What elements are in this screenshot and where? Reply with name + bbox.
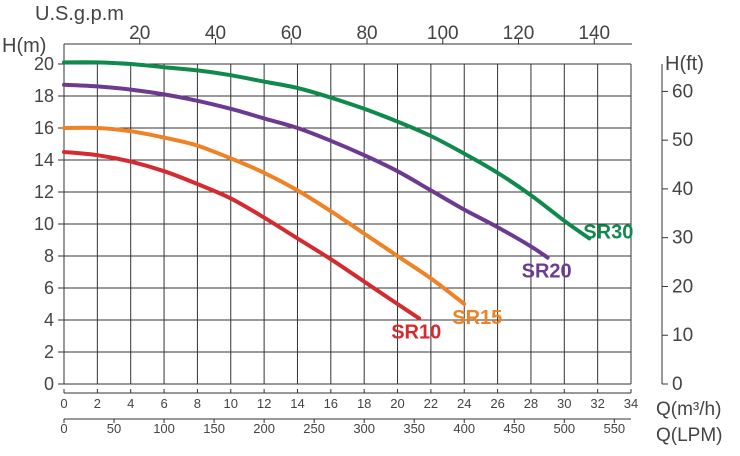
bottom-tick-label-m3h: 6 [160, 396, 167, 411]
right-tick-label: 40 [672, 179, 693, 200]
top-tick-label: 120 [503, 23, 535, 44]
bottom-tick-label-lpm: 550 [603, 421, 625, 436]
top-tick-label: 20 [129, 23, 150, 44]
series-curve-sr20 [62, 82, 550, 260]
series-label-sr15: SR15 [452, 307, 502, 329]
axis-labels: U.S.g.p.m H(m) H(ft) Q(m³/h) Q(LPM) [2, 3, 723, 446]
series-label-sr10: SR10 [391, 321, 441, 343]
left-tick-label: 2 [44, 342, 54, 362]
left-tick-label: 16 [34, 118, 54, 138]
left-tick-label: 14 [34, 150, 54, 170]
bottom-tick-label-m3h: 16 [324, 396, 338, 411]
left-tick-label: 4 [44, 310, 54, 330]
bottom-tick-label-lpm: 350 [403, 421, 425, 436]
left-tick-label: 20 [34, 54, 54, 74]
bottom-tick-label-lpm: 50 [107, 421, 121, 436]
top-tick-label: 140 [578, 23, 610, 44]
bottom-tick-label-m3h: 30 [557, 396, 571, 411]
top-tick-label: 60 [281, 23, 302, 44]
bottom-tick-label-m3h: 10 [224, 396, 238, 411]
bottom-tick-label-lpm: 500 [553, 421, 575, 436]
bottom-tick-label-lpm: 450 [503, 421, 525, 436]
bottom-tick-label-m3h: 12 [257, 396, 271, 411]
series-curve-sr10 [62, 150, 422, 321]
series-curve-sr30 [62, 60, 592, 241]
right-tick-label: 0 [672, 374, 683, 395]
bottom-tick-label-lpm: 250 [303, 421, 325, 436]
bottom-tick-label-m3h: 22 [424, 396, 438, 411]
bottom-tick-label-m3h: 34 [624, 396, 638, 411]
bottom-tick-label-lpm: 0 [60, 421, 67, 436]
bottom-tick-label-lpm: 300 [353, 421, 375, 436]
left-axis-label: H(m) [2, 35, 46, 57]
right-tick-label: 30 [672, 228, 693, 249]
top-tick-label: 40 [205, 23, 226, 44]
bottom-tick-label-m3h: 14 [290, 396, 304, 411]
bottom-tick-label-lpm: 100 [153, 421, 175, 436]
left-tick-label: 18 [34, 86, 54, 106]
bottom-tick-label-m3h: 28 [524, 396, 538, 411]
bottom-tick-label-m3h: 2 [94, 396, 101, 411]
right-tick-label: 50 [672, 130, 693, 151]
left-tick-label: 12 [34, 182, 54, 202]
bottom-tick-label-lpm: 200 [253, 421, 275, 436]
series-curve-sr15 [62, 125, 467, 306]
bottom-axis-label-m3h: Q(m³/h) [656, 399, 721, 420]
bottom-tick-label-m3h: 18 [357, 396, 371, 411]
right-tick-label: 20 [672, 276, 693, 297]
left-tick-label: 6 [44, 278, 54, 298]
bottom-tick-label-lpm: 400 [453, 421, 475, 436]
grid [63, 63, 632, 385]
right-axis-label: H(ft) [665, 53, 704, 75]
right-tick-label: 60 [672, 81, 693, 102]
top-unit-label: U.S.g.p.m [35, 3, 124, 25]
bottom-tick-label-m3h: 8 [194, 396, 201, 411]
bottom-tick-label-lpm: 150 [203, 421, 225, 436]
bottom-tick-label-m3h: 32 [590, 396, 604, 411]
right-tick-label: 10 [672, 325, 693, 346]
axes [58, 38, 668, 423]
bottom-tick-label-m3h: 0 [60, 396, 67, 411]
left-tick-label: 0 [44, 374, 54, 394]
top-tick-label: 80 [356, 23, 377, 44]
top-tick-label: 100 [427, 23, 459, 44]
series-label-sr20: SR20 [522, 261, 572, 283]
bottom-tick-label-m3h: 20 [390, 396, 404, 411]
series-curves: SR10 SR15 SR20 SR30 [62, 60, 633, 343]
left-tick-label: 8 [44, 246, 54, 266]
left-tick-label: 10 [34, 214, 54, 234]
bottom-tick-label-m3h: 24 [457, 396, 471, 411]
bottom-axis-label-lpm: Q(LPM) [656, 425, 723, 446]
bottom-tick-label-m3h: 4 [127, 396, 134, 411]
series-label-sr30: SR30 [583, 221, 633, 243]
bottom-tick-label-m3h: 26 [490, 396, 504, 411]
